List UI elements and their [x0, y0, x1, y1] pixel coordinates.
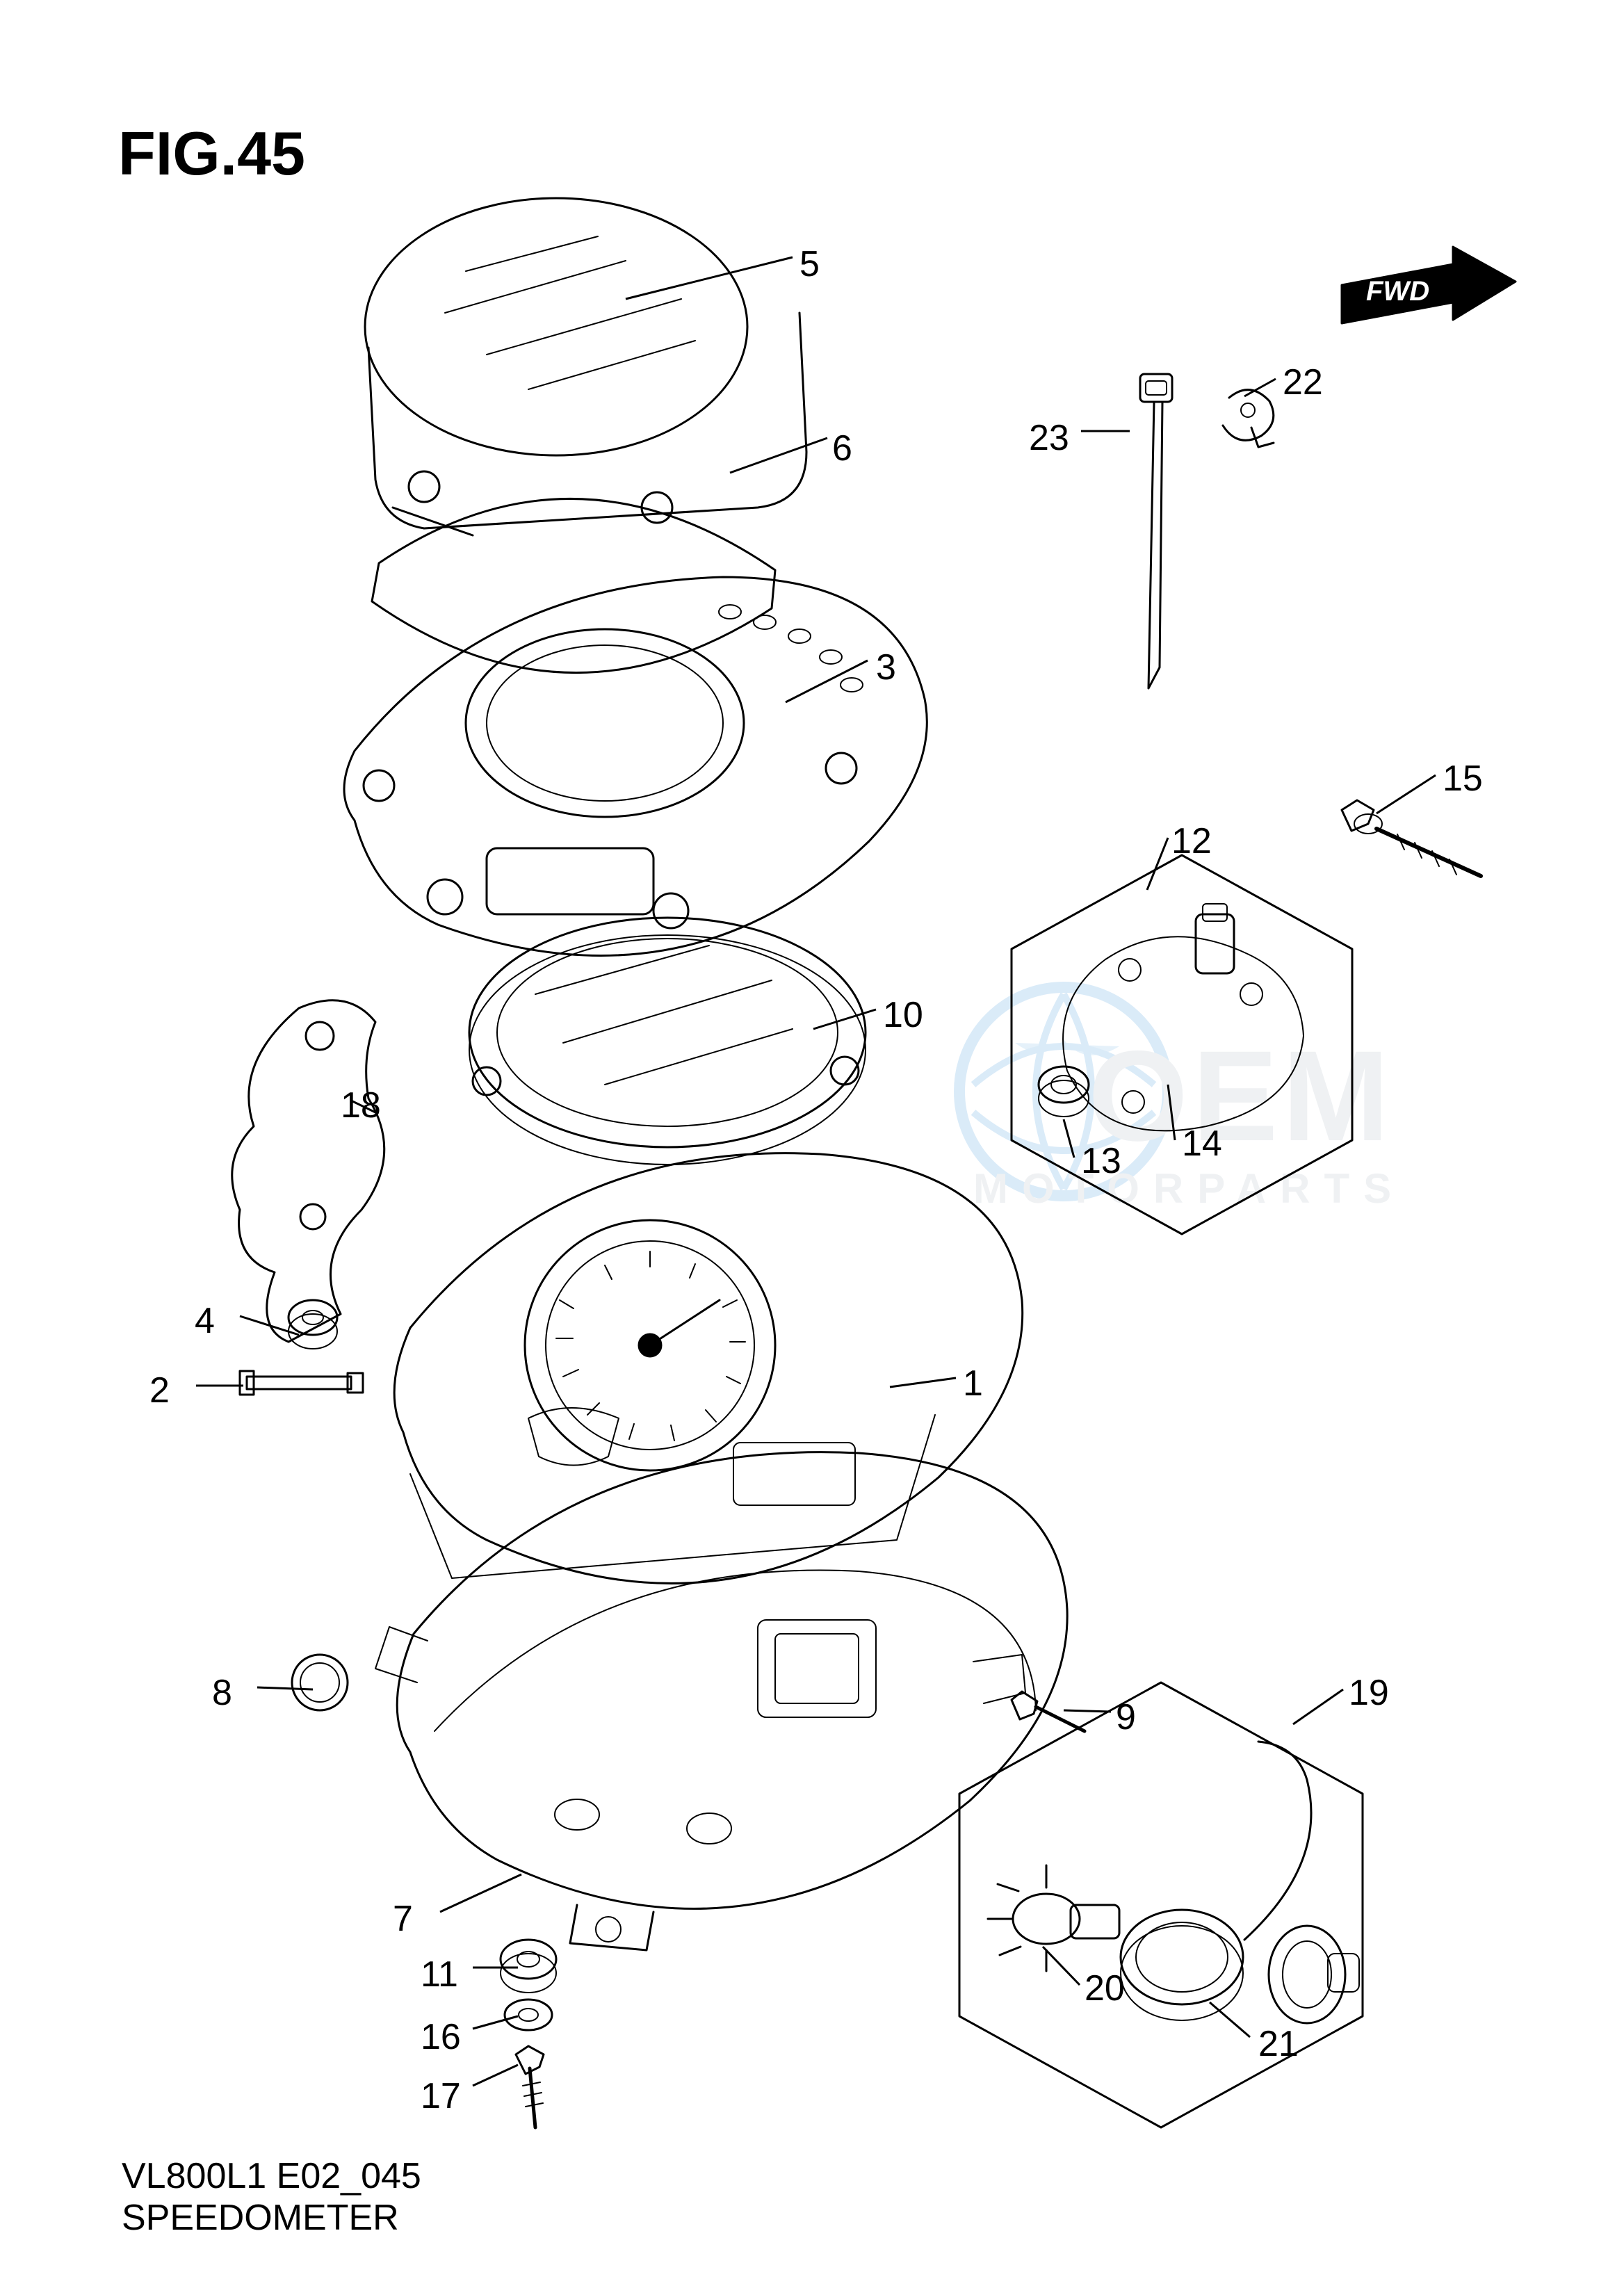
callout-19: 19 [1349, 1672, 1389, 1714]
hex-19 [959, 1682, 1363, 2127]
callout-10: 10 [883, 994, 923, 1036]
part-7-lower-housing [375, 1452, 1067, 1950]
part-16-washer [505, 2000, 552, 2030]
callout-7: 7 [393, 1898, 413, 1940]
callout-21: 21 [1258, 2023, 1299, 2065]
callout-17: 17 [421, 2075, 461, 2117]
footer-name: SPEEDOMETER [122, 2197, 399, 2239]
fwd-badge: FWD [1342, 247, 1516, 323]
callout-3: 3 [876, 647, 896, 688]
part-8-cap [292, 1655, 348, 1710]
part-17-screw [516, 2046, 544, 2127]
callout-20: 20 [1085, 1968, 1125, 2009]
part-1-speedometer [394, 1153, 1023, 1584]
footer-code: VL800L1 E02_045 [122, 2155, 421, 2197]
svg-text:FWD: FWD [1366, 276, 1429, 307]
part-3-bezel [344, 577, 927, 955]
callout-15: 15 [1443, 758, 1483, 800]
callout-16: 16 [421, 2016, 461, 2058]
part-23-ziptie [1140, 374, 1172, 688]
part-5-cover [365, 198, 806, 535]
part-11-grommet [501, 1940, 556, 1993]
part-2-screw [240, 1371, 363, 1395]
callout-9: 9 [1116, 1696, 1136, 1738]
callout-18: 18 [341, 1085, 381, 1126]
part-15-bolt [1342, 800, 1481, 876]
part-22-clip [1223, 390, 1274, 447]
callout-11: 11 [421, 1954, 458, 1995]
callout-4: 4 [195, 1300, 215, 1342]
part-4-bushing [289, 1300, 337, 1349]
callout-8: 8 [212, 1672, 232, 1714]
part-6-gasket [372, 498, 775, 672]
part-10-lens [469, 918, 866, 1165]
callout-14: 14 [1182, 1123, 1222, 1165]
callout-2: 2 [149, 1370, 170, 1411]
callout-13: 13 [1081, 1140, 1121, 1182]
callout-5: 5 [799, 243, 820, 285]
callout-6: 6 [832, 428, 852, 469]
callout-12: 12 [1171, 820, 1212, 862]
diagram-svg: FWD [0, 0, 1624, 2295]
figure-title: FIG.45 [118, 118, 305, 189]
hex-12 [1012, 855, 1352, 1234]
part-18-bracket [232, 1000, 384, 1342]
callout-22: 22 [1283, 362, 1323, 403]
callout-1: 1 [963, 1363, 983, 1404]
callout-23: 23 [1029, 417, 1069, 459]
page: OEM MOTORPARTS FWD [0, 0, 1624, 2295]
